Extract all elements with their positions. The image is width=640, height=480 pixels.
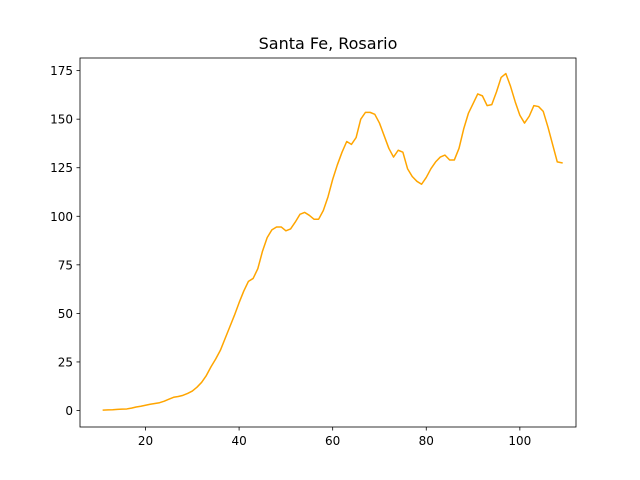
plot-area: [102, 72, 563, 411]
y-tick-label: 25: [58, 355, 73, 369]
axes: 20 40 60 80 100 0 25 50 75 100 125 150 175: [50, 57, 577, 448]
y-tick-label: 175: [50, 64, 73, 78]
y-tick-label: 50: [58, 307, 73, 321]
x-tick-label: 100: [508, 434, 531, 448]
x-tick-label: 60: [325, 434, 340, 448]
y-tick-label: 150: [50, 113, 73, 127]
y-tick-label: 0: [65, 404, 73, 418]
series-line-0: [102, 72, 563, 411]
x-tick-label: 40: [231, 434, 246, 448]
chart-title: Santa Fe, Rosario: [259, 34, 398, 53]
axes-frame: [79, 57, 577, 428]
y-tick-label: 100: [50, 210, 73, 224]
x-tick-label: 80: [419, 434, 434, 448]
y-tick-label: 125: [50, 161, 73, 175]
x-tick-label: 20: [138, 434, 153, 448]
y-tick-label: 75: [58, 258, 73, 272]
